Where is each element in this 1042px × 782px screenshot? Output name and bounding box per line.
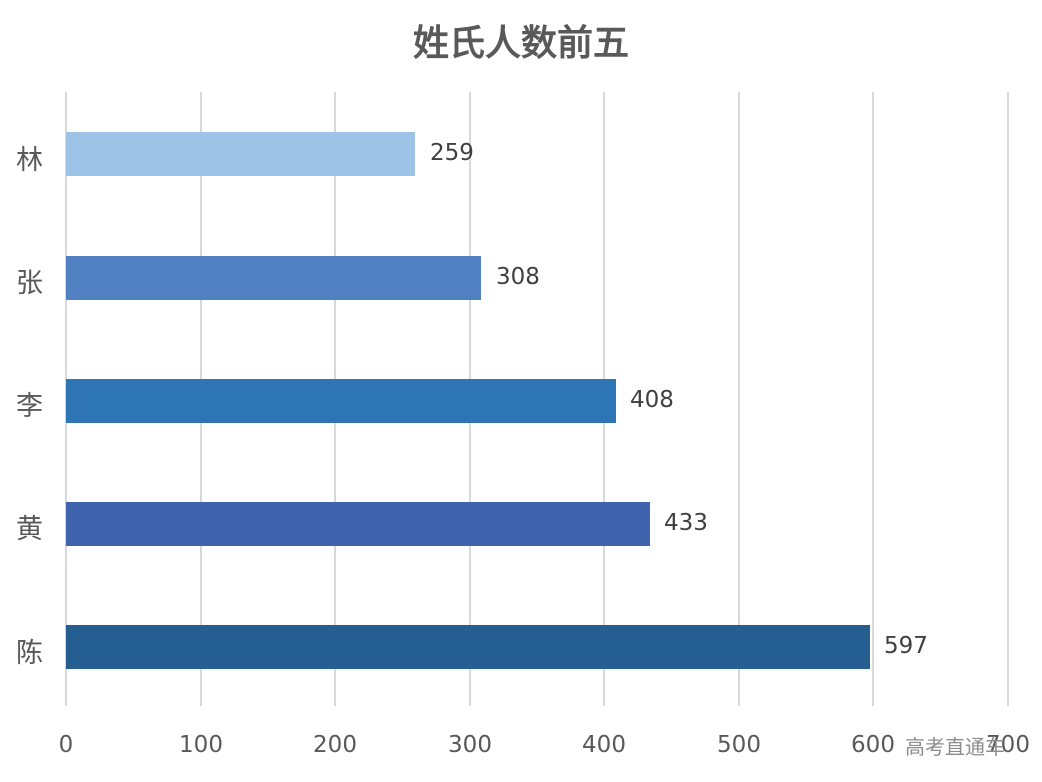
bar-chen xyxy=(66,625,870,669)
category-label: 李 xyxy=(16,391,43,422)
data-label: 433 xyxy=(664,510,708,536)
category-label: 林 xyxy=(16,145,43,176)
category-label: 黄 xyxy=(16,514,43,545)
chart-title: 姓氏人数前五 xyxy=(412,23,629,64)
gridline xyxy=(738,92,740,706)
x-tick: 600 xyxy=(851,732,895,758)
category-label: 陈 xyxy=(16,638,43,669)
data-label: 408 xyxy=(630,387,674,413)
gridline xyxy=(872,92,874,706)
x-tick: 400 xyxy=(582,732,626,758)
x-tick: 500 xyxy=(717,732,761,758)
x-tick: 0 xyxy=(58,732,74,758)
data-label: 597 xyxy=(884,633,928,659)
plot-area: 259 308 408 433 597 xyxy=(65,92,1009,706)
data-label: 308 xyxy=(496,264,540,290)
x-tick: 100 xyxy=(179,732,223,758)
x-tick: 200 xyxy=(313,732,357,758)
x-tick: 700 xyxy=(986,732,1030,758)
gridline xyxy=(1007,92,1009,706)
bar-huang xyxy=(66,502,650,546)
data-label: 259 xyxy=(430,140,474,166)
watermark: 高考直通车 xyxy=(905,735,1005,759)
category-label: 张 xyxy=(16,268,43,299)
x-tick: 300 xyxy=(448,732,492,758)
bar-zhang xyxy=(66,256,481,300)
bar-lin xyxy=(66,132,415,176)
bar-li xyxy=(66,379,616,423)
